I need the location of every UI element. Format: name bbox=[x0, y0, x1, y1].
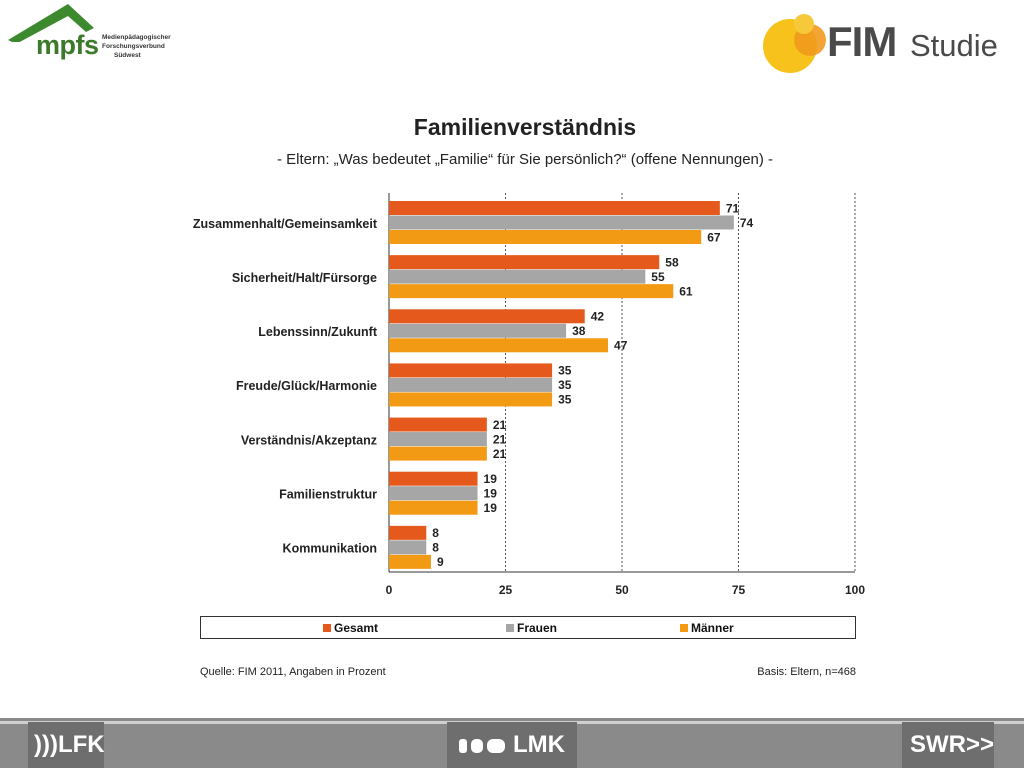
category-label: Sicherheit/Halt/Fürsorge bbox=[232, 271, 377, 285]
bar-gesamt bbox=[389, 255, 660, 270]
data-label: 71 bbox=[726, 201, 740, 215]
bar-gesamt bbox=[389, 417, 487, 432]
bar-männer bbox=[389, 500, 478, 515]
mpfs-logo: mpfs Medienpädagogischer Forschungsverbu… bbox=[6, 2, 176, 64]
data-label: 35 bbox=[558, 393, 572, 407]
data-label: 9 bbox=[437, 555, 444, 569]
data-label: 47 bbox=[614, 339, 628, 353]
data-label: 38 bbox=[572, 324, 586, 338]
bar-chart: 0 25 50 75 100 Zusammenhalt/Gemeinsamkeit 7174… bbox=[193, 193, 865, 597]
data-label: 61 bbox=[679, 284, 693, 298]
lfk-label: LFK bbox=[57, 731, 105, 758]
legend-label-frauen: Frauen bbox=[517, 621, 558, 635]
data-label: 42 bbox=[591, 310, 605, 324]
data-label: 8 bbox=[432, 526, 439, 540]
lfk-logo: )))LFK bbox=[28, 722, 105, 768]
mpfs-sub-line-3: Südwest bbox=[114, 52, 141, 59]
bar-männer bbox=[389, 230, 702, 244]
swr-label: SWR bbox=[910, 731, 966, 758]
chart-subtitle: - Eltern: „Was bedeutet „Familie“ für Si… bbox=[276, 151, 774, 168]
data-label: 58 bbox=[665, 255, 679, 269]
bar-männer bbox=[389, 446, 487, 461]
category-label: Freude/Glück/Harmonie bbox=[236, 379, 377, 393]
data-label: 35 bbox=[558, 364, 572, 378]
legend-swatch-gesamt bbox=[323, 624, 331, 632]
data-label: 21 bbox=[493, 432, 507, 446]
category-label: Familienstruktur bbox=[279, 487, 377, 501]
bar-frauen bbox=[389, 269, 646, 284]
mpfs-roof-icon bbox=[8, 4, 94, 42]
chart-title: Familienverständnis bbox=[413, 114, 637, 140]
fim-studie-logo: FIM Studie bbox=[760, 10, 1020, 74]
data-label: 19 bbox=[484, 486, 498, 500]
mpfs-logo-text: mpfs bbox=[36, 30, 99, 60]
data-label: 21 bbox=[493, 418, 507, 432]
bar-frauen bbox=[389, 377, 553, 392]
bar-männer bbox=[389, 338, 609, 353]
bar-gesamt bbox=[389, 309, 585, 324]
x-tick-label: 100 bbox=[845, 583, 865, 597]
x-tick-label: 50 bbox=[615, 583, 629, 597]
bar-gesamt bbox=[389, 201, 720, 215]
legend-swatch-maenner bbox=[680, 624, 688, 632]
data-label: 21 bbox=[493, 447, 507, 461]
legend-label-maenner: Männer bbox=[691, 621, 734, 635]
data-label: 19 bbox=[484, 472, 498, 486]
legend-item-frauen: Frauen bbox=[506, 621, 557, 635]
mpfs-sub-line-2: Forschungsverbund bbox=[102, 43, 165, 50]
category-label: Zusammenhalt/Gemeinsamkeit bbox=[193, 217, 378, 231]
legend-item-maenner: Männer bbox=[680, 621, 734, 635]
data-label: 55 bbox=[651, 270, 665, 284]
bar-frauen bbox=[389, 215, 734, 230]
legend-label-gesamt: Gesamt bbox=[334, 621, 379, 635]
legend-swatch-frauen bbox=[506, 624, 514, 632]
bar-frauen bbox=[389, 486, 478, 501]
lmk-logo: LMK bbox=[447, 722, 577, 768]
source-note: Quelle: FIM 2011, Angaben in Prozent bbox=[200, 666, 386, 678]
bar-frauen bbox=[389, 432, 487, 447]
x-tick-label: 0 bbox=[386, 583, 393, 597]
legend-item-gesamt: Gesamt bbox=[323, 621, 378, 635]
mpfs-sub-line-1: Medienpädagogischer bbox=[102, 34, 171, 41]
lfk-logo-text: )))LFK bbox=[34, 731, 105, 758]
bar-männer bbox=[389, 284, 674, 299]
data-label: 19 bbox=[484, 501, 498, 515]
data-label: 8 bbox=[432, 541, 439, 555]
lmk-blocks-icon bbox=[459, 739, 505, 753]
fim-logo-text: FIM bbox=[827, 18, 897, 65]
bar-frauen bbox=[389, 540, 427, 555]
bar-gesamt bbox=[389, 525, 427, 540]
studie-logo-text: Studie bbox=[910, 28, 998, 63]
mpfs-logo-subtitle: Medienpädagogischer Forschungsverbund Sü… bbox=[102, 33, 171, 60]
category-label: Lebenssinn/Zukunft bbox=[258, 325, 378, 339]
bar-gesamt bbox=[389, 471, 478, 486]
lmk-logo-text: LMK bbox=[513, 731, 565, 758]
bar-männer bbox=[389, 392, 553, 407]
x-tick-label: 75 bbox=[732, 583, 746, 597]
bar-männer bbox=[389, 554, 431, 569]
bar-gesamt bbox=[389, 363, 553, 378]
x-tick-label: 25 bbox=[499, 583, 513, 597]
data-label: 35 bbox=[558, 378, 572, 392]
category-label: Verständnis/Akzeptanz bbox=[241, 433, 377, 447]
data-label: 67 bbox=[707, 230, 721, 244]
swr-logo-text: SWR>> bbox=[910, 731, 995, 758]
fim-circles-icon bbox=[763, 14, 826, 73]
basis-note: Basis: Eltern, n=468 bbox=[757, 666, 856, 678]
category-label: Kommunikation bbox=[283, 542, 377, 556]
chart-legend: Gesamt Frauen Männer bbox=[200, 616, 856, 639]
swr-logo: SWR>> bbox=[902, 722, 994, 768]
data-label: 74 bbox=[740, 216, 754, 230]
bar-frauen bbox=[389, 323, 567, 338]
